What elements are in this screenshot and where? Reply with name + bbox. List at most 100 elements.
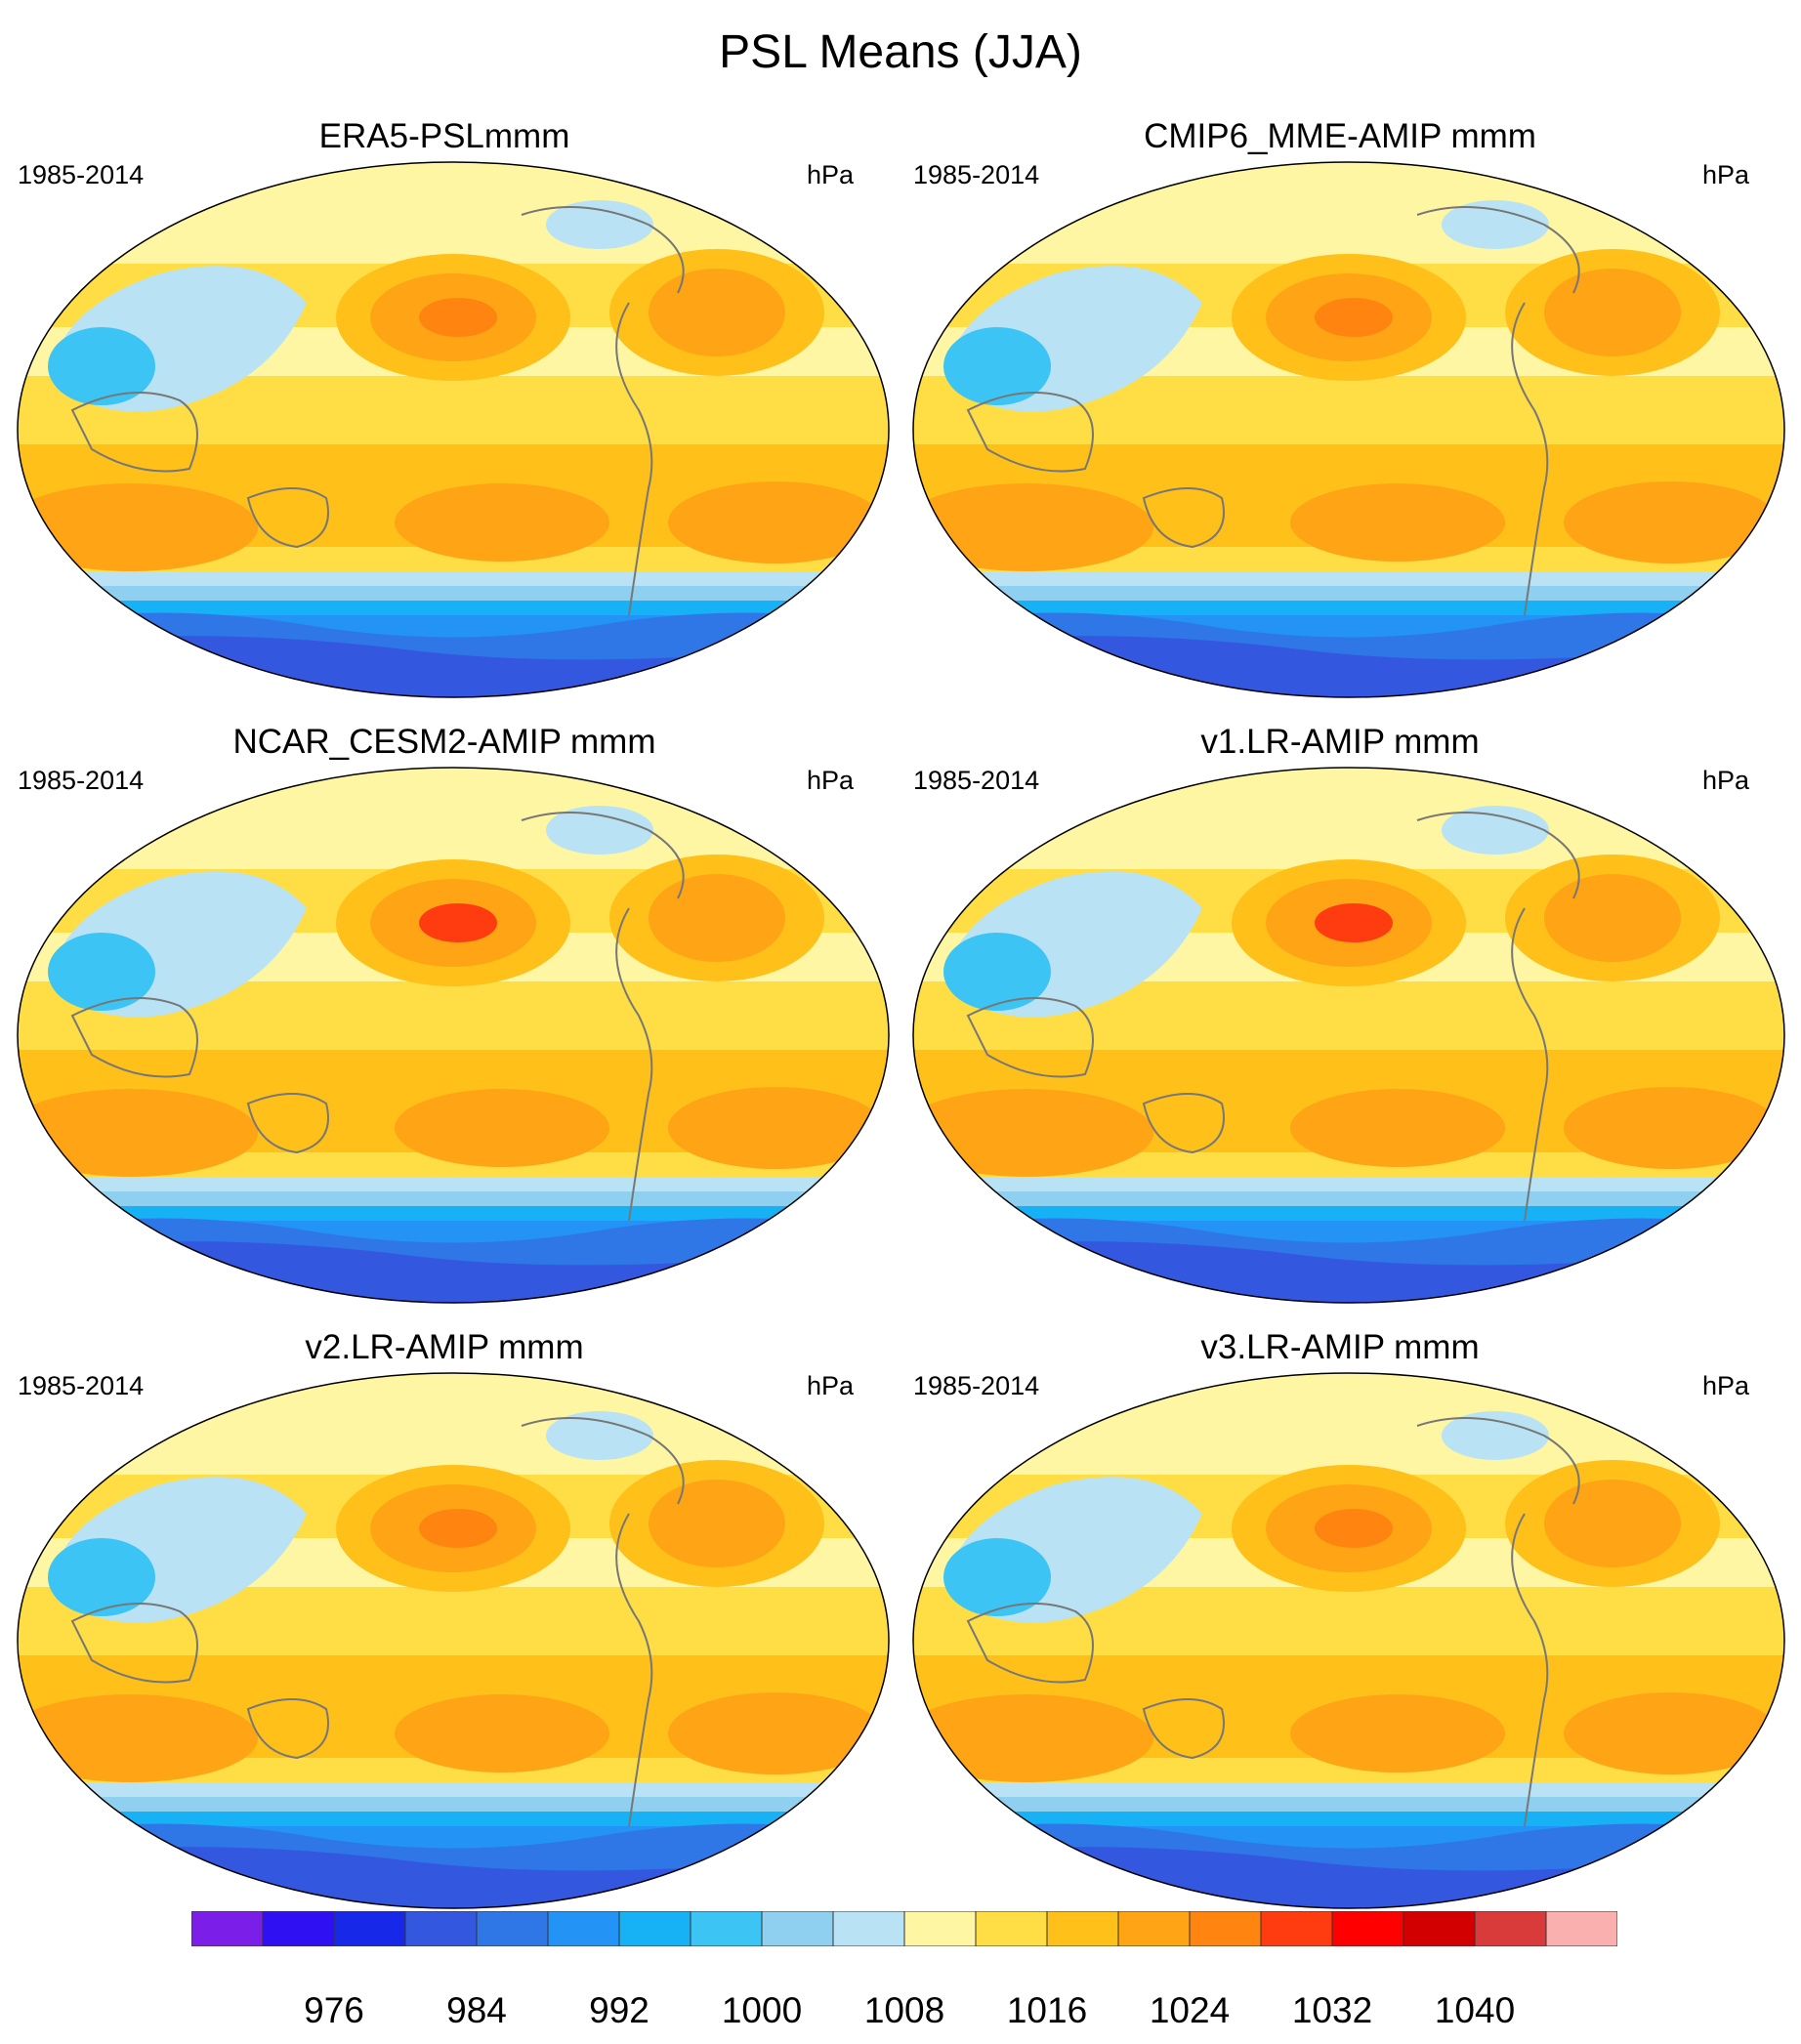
arctic-low: [1442, 200, 1549, 249]
asian-low-core: [943, 327, 1051, 405]
north-pacific-high-center: [419, 903, 497, 942]
colorbar-swatch: [1260, 1911, 1333, 1946]
panel-title: v1.LR-AMIP mmm: [1200, 723, 1480, 761]
north-pacific-high-center: [1315, 903, 1393, 942]
south-pacific-high: [395, 483, 609, 562]
period-label: 1985-2014: [913, 160, 1040, 189]
south-atlantic-high: [668, 1087, 883, 1169]
asia-coastline: [966, 392, 1094, 473]
panel-title: v2.LR-AMIP mmm: [305, 1328, 584, 1366]
americas-coastline: [1511, 1513, 1549, 1827]
arctic-low: [1442, 806, 1549, 855]
units-label: hPa: [806, 160, 854, 189]
units-label: hPa: [1701, 1371, 1749, 1400]
units-label: hPa: [1701, 766, 1749, 795]
colorbar-swatch: [333, 1911, 406, 1946]
lat-band: [18, 601, 889, 615]
map-field: [18, 162, 889, 697]
colorbar-swatch: [404, 1911, 478, 1946]
map-border: [912, 161, 1785, 698]
arctic-low: [546, 806, 653, 855]
colorbar-swatch: [618, 1911, 691, 1946]
colorbar-swatch: [832, 1911, 905, 1946]
australia-coastline: [246, 1093, 329, 1154]
lat-band: [913, 1177, 1784, 1191]
indian-ocean-high: [913, 483, 1153, 571]
lat-band: [18, 571, 889, 586]
lat-band: [913, 601, 1784, 615]
north-america-coastline: [1416, 206, 1580, 294]
colorbar-swatch: [1403, 1911, 1476, 1946]
north-pacific-high-center: [1315, 298, 1393, 337]
map-border: [17, 161, 890, 698]
colorbar-swatch: [975, 1911, 1048, 1946]
panel-v3-lr: v3.LR-AMIP mmm 1985-2014 hPa: [896, 1328, 1785, 1914]
panel-title: ERA5-PSLmmm: [318, 117, 570, 155]
colorbar-labels: 976 984 992 1000 1008 1016 1024 1032 104…: [0, 1990, 1801, 2039]
period-label: 1985-2014: [913, 766, 1040, 795]
colorbar-swatch: [262, 1911, 335, 1946]
lat-band: [18, 586, 889, 601]
map-field: [913, 768, 1784, 1303]
lat-band: [913, 1782, 1784, 1797]
colorbar-tick-label: 1016: [1006, 1990, 1088, 2030]
north-america-coastline: [1416, 1417, 1580, 1505]
colorbar-swatch: [761, 1911, 834, 1946]
panel-cmip6-mme: CMIP6_MME-AMIP mmm 1985-2014 hPa: [896, 117, 1785, 703]
asian-low-core: [48, 327, 155, 405]
asia-coastline: [70, 392, 198, 473]
lat-band: [18, 1406, 889, 1475]
psl-map: [912, 767, 1785, 1304]
south-pacific-high: [1290, 1694, 1505, 1773]
azores-high-core: [1544, 269, 1681, 356]
indian-ocean-high: [913, 1089, 1153, 1177]
americas-coastline: [615, 302, 653, 616]
colorbar: [191, 1911, 1617, 1946]
lat-band: [913, 195, 1784, 264]
colorbar-tick-label: 1008: [863, 1990, 945, 2030]
panel-title: NCAR_CESM2-AMIP mmm: [232, 723, 656, 761]
asia-coastline: [70, 1603, 198, 1684]
map-border: [17, 767, 890, 1304]
units-label: hPa: [806, 766, 854, 795]
colorbar-tick-label: 976: [304, 1990, 364, 2030]
colorbar-swatch: [1474, 1911, 1547, 1946]
lat-band: [18, 1782, 889, 1797]
colorbar-tick-label: 992: [589, 1990, 649, 2030]
south-atlantic-high: [1564, 481, 1779, 563]
lat-band: [913, 1797, 1784, 1812]
asia-coastline: [966, 1603, 1094, 1684]
australia-coastline: [246, 1698, 329, 1760]
colorbar-swatch: [547, 1911, 620, 1946]
map-border: [912, 767, 1785, 1304]
lat-band: [18, 1206, 889, 1221]
arctic-low: [546, 200, 653, 249]
north-america-coastline: [1416, 812, 1580, 899]
north-pacific-high-center: [1315, 1509, 1393, 1548]
panel-era5: ERA5-PSLmmm 1985-2014 hPa: [0, 117, 890, 703]
asian-low-core: [48, 1538, 155, 1616]
arctic-low: [1442, 1411, 1549, 1460]
psl-map: [912, 1372, 1785, 1909]
period-label: 1985-2014: [18, 766, 145, 795]
lat-band: [913, 1406, 1784, 1475]
colorbar-tick-label: 984: [446, 1990, 507, 2030]
figure-title: PSL Means (JJA): [719, 26, 1082, 78]
asian-low-core: [943, 1538, 1051, 1616]
indian-ocean-high: [913, 1694, 1153, 1782]
psl-map: [17, 1372, 890, 1909]
lat-band: [18, 1177, 889, 1191]
indian-ocean-high: [18, 1694, 258, 1782]
indian-ocean-high: [18, 1089, 258, 1177]
lat-band: [913, 1812, 1784, 1826]
lat-band: [913, 586, 1784, 601]
colorbar-swatch: [1545, 1911, 1617, 1946]
colorbar-tick-label: 1000: [721, 1990, 803, 2030]
map-field: [18, 768, 889, 1303]
psl-map: [17, 161, 890, 698]
psl-map: [17, 767, 890, 1304]
south-pacific-high: [1290, 483, 1505, 562]
lat-band: [18, 1191, 889, 1206]
asia-coastline: [966, 997, 1094, 1078]
indian-ocean-high: [18, 483, 258, 571]
